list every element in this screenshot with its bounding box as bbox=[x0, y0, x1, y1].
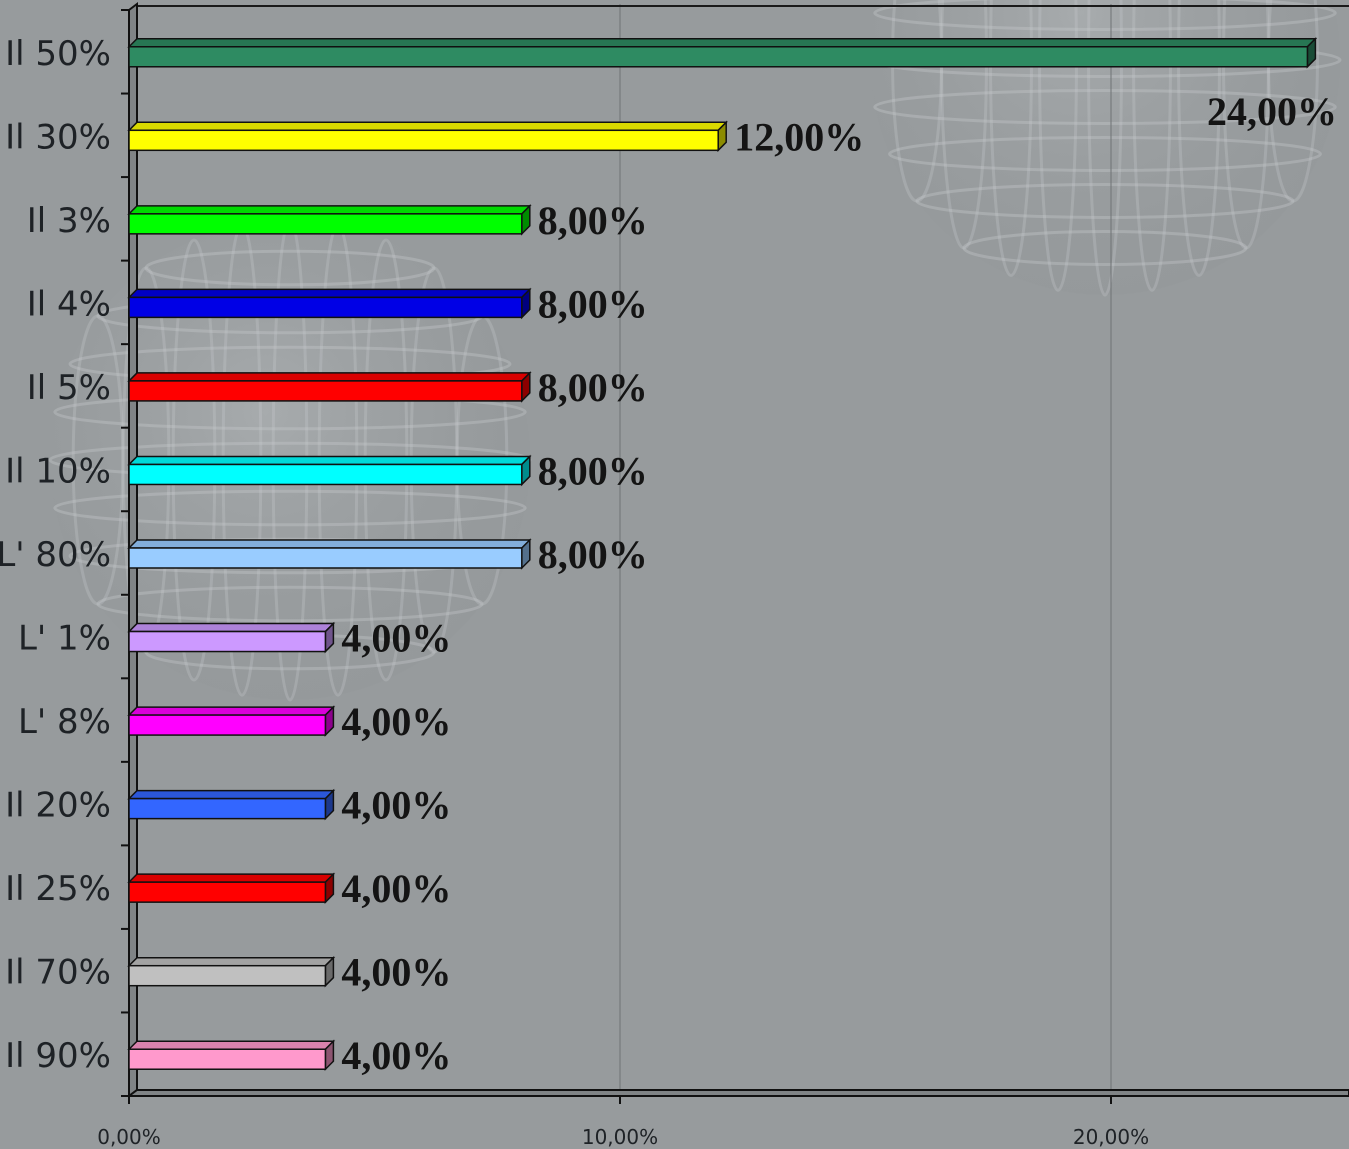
bar-top-face bbox=[127, 706, 336, 716]
bar-top-face bbox=[127, 539, 532, 549]
bar-top-face bbox=[127, 372, 532, 382]
bar-front-face bbox=[128, 380, 523, 402]
bar-front-face bbox=[128, 547, 523, 569]
category-label: Il 90% bbox=[5, 1036, 111, 1076]
data-labels: 24,00% 12,00% 8,00% 8,00% 8,00% 8,00% 8,00% 4,0… bbox=[341, 89, 1337, 1078]
category-label: Il 4% bbox=[27, 284, 111, 324]
bar-front-face bbox=[128, 630, 327, 653]
bar-9 bbox=[127, 705, 336, 737]
bar-front-face bbox=[128, 964, 327, 987]
bar-front-face bbox=[128, 213, 523, 235]
x-axis-floor bbox=[126, 1089, 1349, 1097]
data-label: 8,00% bbox=[538, 198, 648, 243]
bar-10 bbox=[127, 788, 336, 821]
bar-13 bbox=[127, 1039, 336, 1072]
background-sphere-decoration bbox=[48, 0, 1342, 702]
bar-5 bbox=[127, 371, 532, 403]
bar-front-face bbox=[128, 463, 523, 486]
bar-1 bbox=[127, 36, 1318, 69]
data-label: 12,00% bbox=[734, 114, 864, 159]
category-label: Il 10% bbox=[5, 451, 111, 491]
bar-top-face bbox=[127, 121, 729, 132]
bar-front-face bbox=[128, 1048, 327, 1070]
category-label: Il 25% bbox=[5, 869, 111, 909]
bar-top-face bbox=[127, 622, 336, 633]
bar-front-face bbox=[128, 881, 327, 903]
category-label: Il 3% bbox=[27, 201, 111, 241]
data-label: 8,00% bbox=[538, 281, 648, 326]
data-label: 24,00% bbox=[1207, 89, 1337, 134]
gridlines bbox=[137, 4, 1349, 1096]
bar-6 bbox=[127, 454, 532, 487]
bar-front-face bbox=[128, 714, 327, 736]
bar-4 bbox=[127, 287, 532, 320]
bar-top-face bbox=[127, 288, 532, 299]
bar-top-face bbox=[127, 455, 532, 466]
category-label: Il 5% bbox=[27, 368, 111, 408]
data-label: 8,00% bbox=[538, 532, 648, 577]
category-label: Il 30% bbox=[5, 117, 111, 157]
bar-top-face bbox=[127, 873, 336, 883]
bar-front-face bbox=[128, 46, 1309, 68]
x-tick-label: 20,00% bbox=[1073, 1125, 1149, 1149]
bar-top-face bbox=[127, 956, 336, 967]
bars bbox=[127, 36, 1318, 1072]
category-label: L' 80% bbox=[0, 535, 111, 575]
x-tick-labels: 0,00% 10,00% 20,00% bbox=[97, 1125, 1149, 1149]
data-label: 4,00% bbox=[341, 866, 451, 911]
bar-top-face bbox=[127, 1040, 336, 1050]
bar-12 bbox=[127, 955, 336, 988]
bar-front-face bbox=[128, 129, 719, 152]
bar-8 bbox=[127, 621, 336, 654]
data-label: 4,00% bbox=[341, 783, 451, 828]
category-label: L' 1% bbox=[18, 619, 111, 659]
category-label: Il 20% bbox=[5, 786, 111, 826]
category-label: Il 70% bbox=[5, 953, 111, 993]
bar-top-face bbox=[127, 38, 1318, 48]
bar-front-face bbox=[128, 296, 523, 319]
bar-front-face bbox=[128, 797, 327, 820]
bar-7 bbox=[127, 538, 532, 570]
data-label: 8,00% bbox=[538, 365, 648, 410]
x-tick-label: 0,00% bbox=[97, 1125, 161, 1149]
data-label: 4,00% bbox=[341, 1033, 451, 1078]
data-label: 4,00% bbox=[341, 616, 451, 661]
data-label: 4,00% bbox=[341, 699, 451, 744]
bar-top-face bbox=[127, 789, 336, 800]
bar-11 bbox=[127, 872, 336, 904]
bar-top-face bbox=[127, 205, 532, 215]
category-label: L' 8% bbox=[18, 702, 111, 742]
data-label: 4,00% bbox=[341, 950, 451, 995]
category-labels: Il 50% Il 30% Il 3% Il 4% Il 5% Il 10% L' 80% L… bbox=[0, 34, 111, 1076]
bar-2 bbox=[127, 120, 729, 153]
bar-3 bbox=[127, 204, 532, 236]
x-tick-label: 10,00% bbox=[582, 1125, 658, 1149]
category-label: Il 50% bbox=[5, 34, 111, 74]
data-label: 8,00% bbox=[538, 448, 648, 493]
